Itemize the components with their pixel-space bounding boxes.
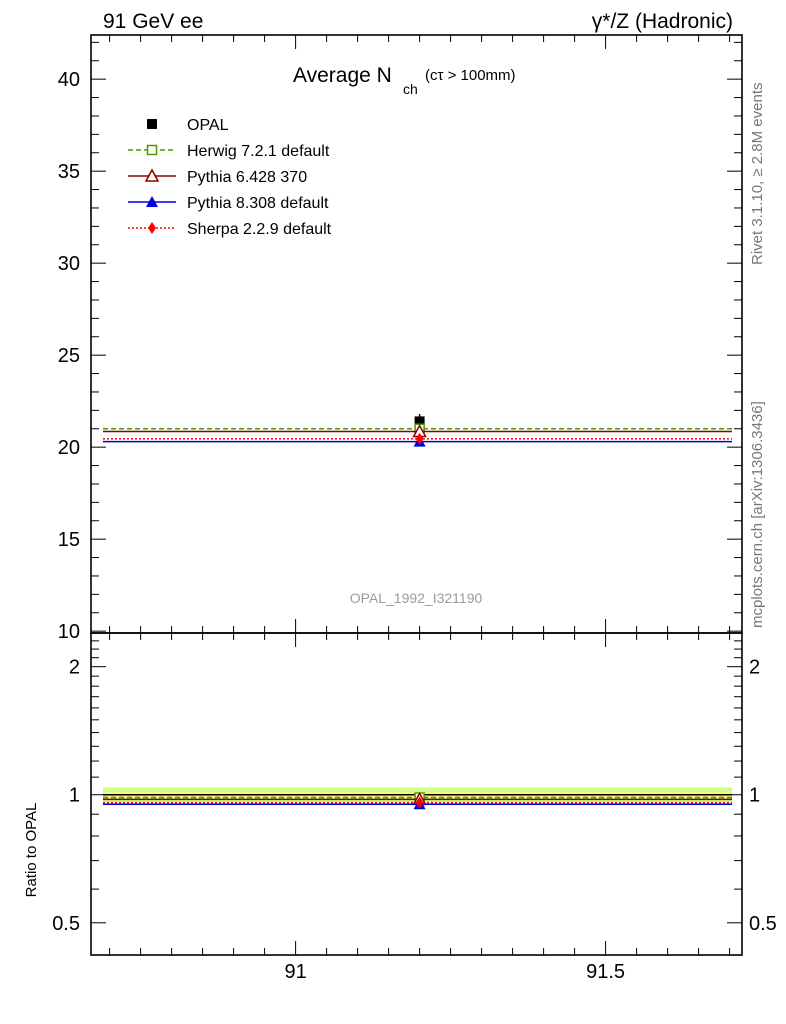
header-left: 91 GeV ee xyxy=(103,10,203,33)
legend-marker-opal xyxy=(147,119,157,129)
legend-marker-sherpa xyxy=(148,222,156,234)
main-y-tick-label: 40 xyxy=(58,69,80,91)
legend-marker-herwig xyxy=(146,144,158,156)
ratio-axis-ticks xyxy=(91,633,742,955)
main-axis-ticks xyxy=(91,35,742,633)
opal-marker xyxy=(414,416,425,427)
plot-title-sub: ch xyxy=(403,81,418,97)
main-y-tick-label: 25 xyxy=(58,345,80,367)
ratio-series-layer xyxy=(103,791,732,810)
sherpa-marker xyxy=(415,432,424,445)
main-y-tick-label: 20 xyxy=(58,437,80,459)
plot-title: Average N ch (cτ > 100mm) xyxy=(293,64,516,97)
analysis-watermark: OPAL_1992_I321190 xyxy=(350,590,483,606)
legend-label-pythia8: Pythia 8.308 default xyxy=(187,195,329,212)
ratio-y-tick-label-left: 0.5 xyxy=(52,913,80,935)
plot-title-cut: (cτ > 100mm) xyxy=(425,67,516,84)
x-tick-label: 91 xyxy=(284,961,306,983)
main-y-tick-labels: 10 15 20 25 30 35 40 xyxy=(58,69,80,643)
ratio-y-tick-label-right: 1 xyxy=(749,785,760,807)
ratio-y-tick-label-right: 0.5 xyxy=(749,913,777,935)
ratio-plot-frame xyxy=(90,632,743,956)
plot-title-main: Average N xyxy=(293,64,392,87)
rivet-label: Rivet 3.1.10, ≥ 2.8M events xyxy=(749,83,766,266)
ratio-y-tick-label-right: 2 xyxy=(749,657,760,679)
legend-label-pythia6: Pythia 6.428 370 xyxy=(187,169,307,186)
ratio-y-tick-label-left: 1 xyxy=(69,785,80,807)
x-tick-labels: 91 91.5 xyxy=(284,961,625,983)
sherpa-ratio-marker xyxy=(415,796,424,809)
header-right: γ*/Z (Hadronic) xyxy=(592,10,733,33)
main-series-layer xyxy=(103,414,732,447)
ratio-y-tick-label-left: 2 xyxy=(69,657,80,679)
legend-marker-pythia6 xyxy=(144,168,160,182)
legend-label-sherpa: Sherpa 2.2.9 default xyxy=(187,221,332,238)
main-y-tick-label: 15 xyxy=(58,529,80,551)
main-y-tick-label: 30 xyxy=(58,253,80,275)
ratio-y-tick-labels: 0.5 0.5 1 1 2 2 xyxy=(52,657,777,935)
legend: OPAL Herwig 7.2.1 default Pythia 6.428 370… xyxy=(128,117,332,238)
legend-label-herwig: Herwig 7.2.1 default xyxy=(187,143,330,160)
main-y-tick-label: 35 xyxy=(58,161,80,183)
mcplots-label: mcplots.cern.ch [arXiv:1306.3436] xyxy=(749,401,766,628)
legend-label-opal: OPAL xyxy=(187,117,229,134)
x-tick-label: 91.5 xyxy=(586,961,625,983)
main-y-tick-label: 10 xyxy=(58,621,80,643)
ratio-axis-label: Ratio to OPAL xyxy=(23,803,40,898)
legend-marker-pythia8 xyxy=(146,196,158,207)
